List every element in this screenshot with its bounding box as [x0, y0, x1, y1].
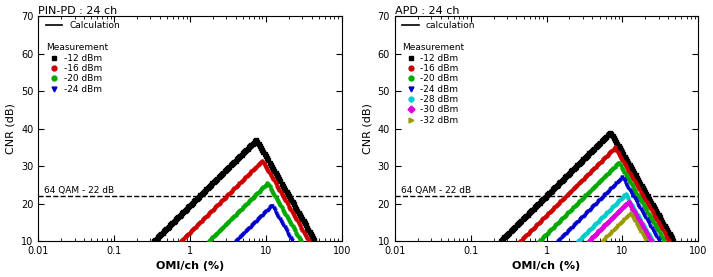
Text: APD : 24 ch: APD : 24 ch [395, 6, 459, 16]
Legend: -12 dBm, -16 dBm, -20 dBm, -24 dBm, -28 dBm, -30 dBm, -32 dBm: -12 dBm, -16 dBm, -20 dBm, -24 dBm, -28 … [402, 43, 465, 125]
Text: 64 QAM - 22 dB: 64 QAM - 22 dB [44, 186, 115, 196]
Text: 64 QAM - 22 dB: 64 QAM - 22 dB [401, 186, 471, 196]
Legend: -12 dBm, -16 dBm, -20 dBm, -24 dBm: -12 dBm, -16 dBm, -20 dBm, -24 dBm [46, 43, 108, 94]
X-axis label: OMI/ch (%): OMI/ch (%) [513, 261, 580, 271]
X-axis label: OMI/ch (%): OMI/ch (%) [156, 261, 224, 271]
Text: PIN-PD : 24 ch: PIN-PD : 24 ch [39, 6, 118, 16]
Y-axis label: CNR (dB): CNR (dB) [362, 103, 372, 154]
Y-axis label: CNR (dB): CNR (dB) [6, 103, 16, 154]
